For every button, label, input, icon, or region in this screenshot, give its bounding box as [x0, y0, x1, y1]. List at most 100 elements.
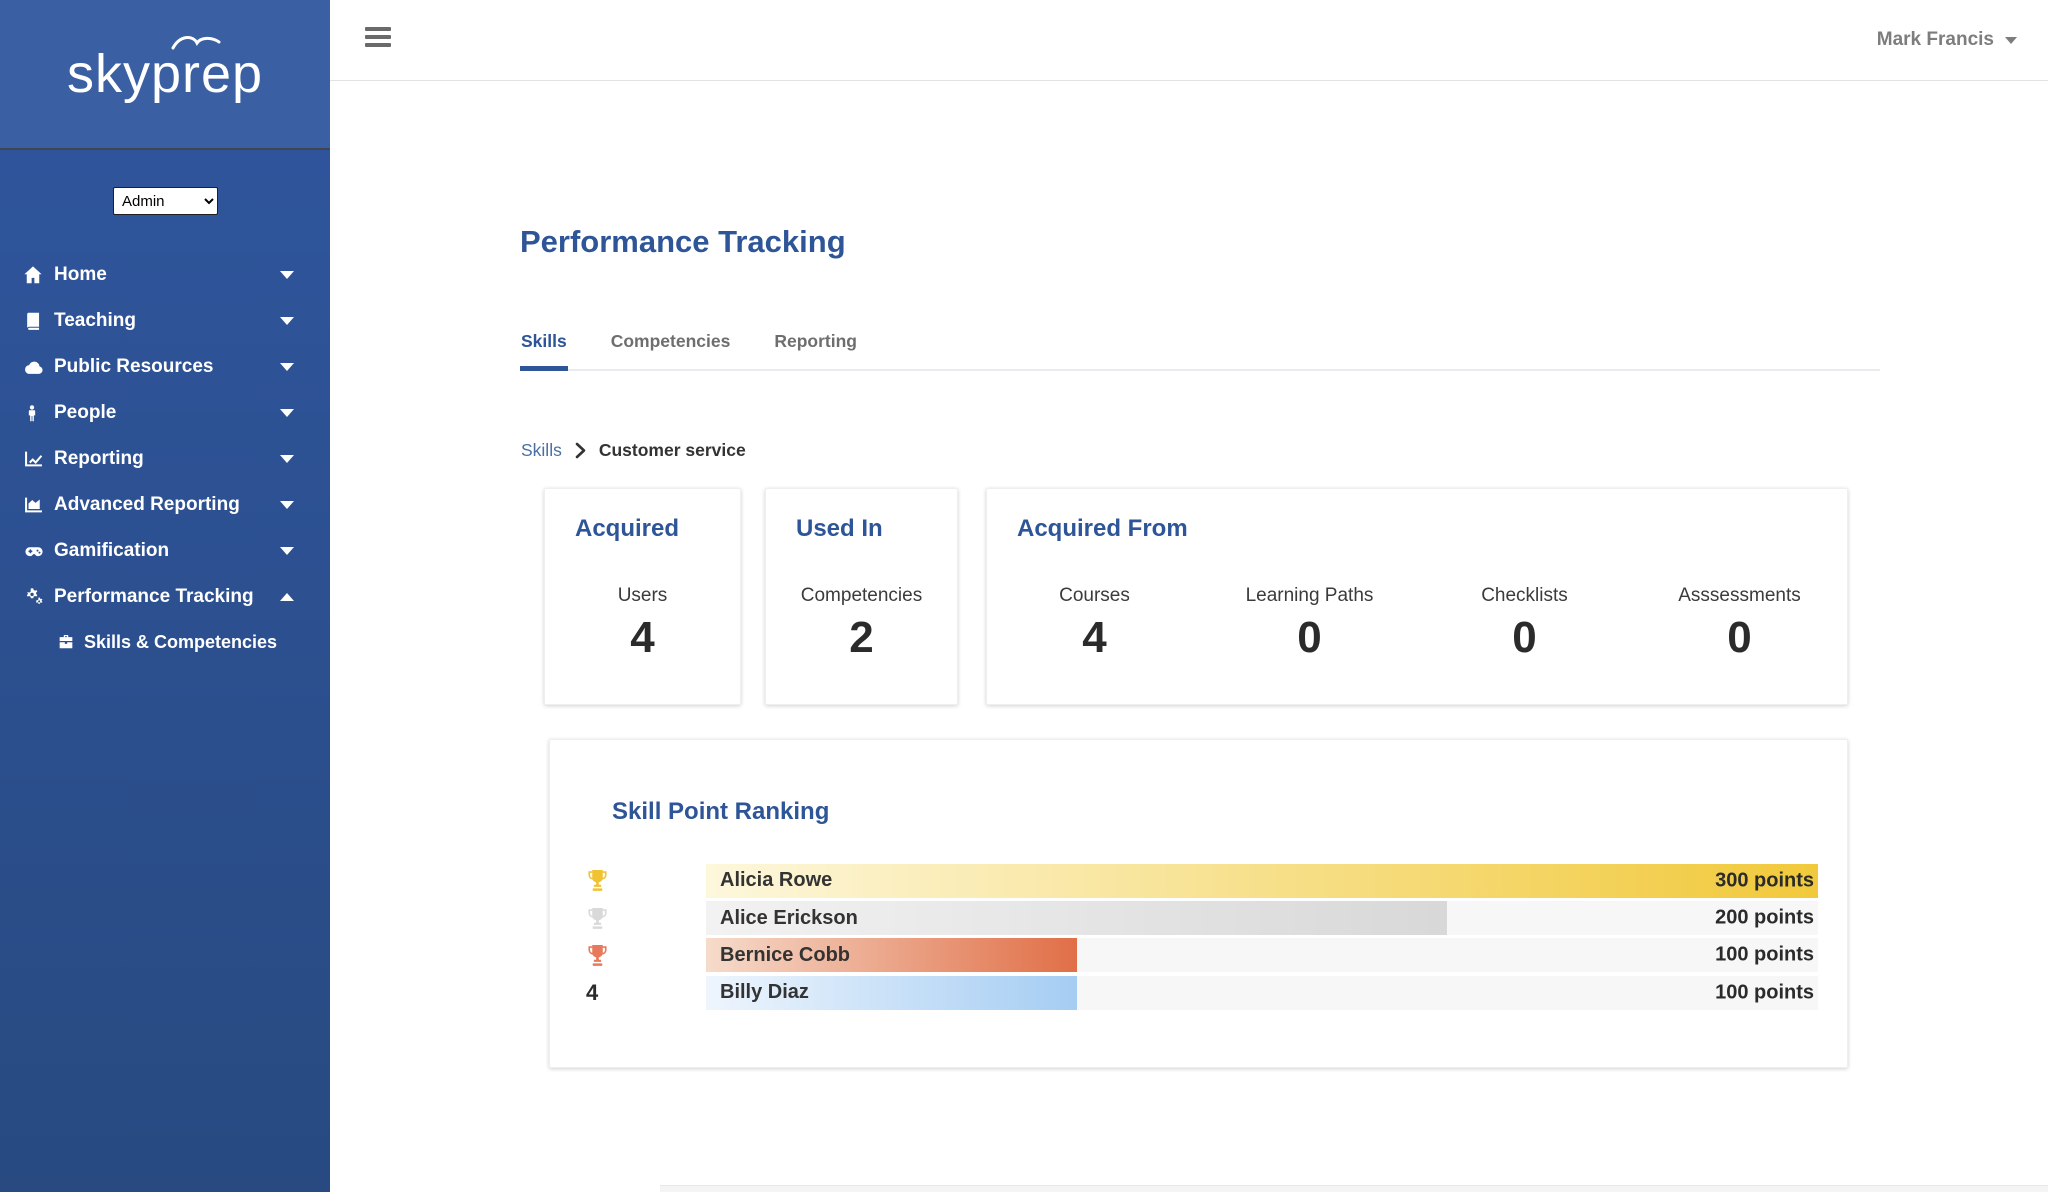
score-bar: [706, 938, 1077, 973]
score-bar: [706, 863, 1818, 898]
metric-label: Asssessments: [1678, 585, 1801, 606]
metric-label: Checklists: [1481, 585, 1568, 606]
person-icon: [22, 403, 54, 424]
ranking-title: Skill Point Ranking: [612, 798, 830, 825]
book-icon: [22, 311, 54, 332]
used-in-competencies-label: Competencies: [800, 585, 923, 606]
user-menu[interactable]: Mark Francis: [1877, 0, 2017, 80]
tab-reporting[interactable]: Reporting: [774, 331, 857, 351]
gamepad-icon: [22, 539, 54, 563]
sidebar-subitem-skills-competencies[interactable]: Skills & Competencies: [0, 620, 330, 664]
sidebar-item-reporting[interactable]: Reporting: [0, 436, 330, 482]
tab-skills[interactable]: Skills: [520, 329, 568, 371]
sidebar-item-teaching[interactable]: Teaching: [0, 298, 330, 344]
rank-cell: [550, 868, 706, 893]
user-name-label: Alicia Rowe: [720, 869, 833, 892]
chevron-right-icon: [575, 442, 586, 459]
chevron-down-icon: [280, 363, 294, 371]
metric-label: Learning Paths: [1245, 585, 1374, 606]
cloud-icon: [22, 356, 54, 379]
sidebar: skyprep Admin Home Teaching Public Resou…: [0, 0, 330, 1192]
sidebar-item-people[interactable]: People: [0, 390, 330, 436]
sidebar-menu: Home Teaching Public Resources People Re…: [0, 252, 330, 664]
breadcrumb: Skills Customer service: [521, 440, 746, 461]
metric-value: 0: [1512, 613, 1537, 662]
used-in-card: Used In Competencies 2: [765, 488, 958, 705]
skyprep-logo: skyprep: [66, 44, 264, 104]
topbar: Mark Francis: [330, 0, 2048, 81]
ranking-row: Alicia Rowe 300 points: [550, 862, 1847, 899]
metric: Courses 4: [987, 585, 1202, 660]
used-in-competencies-value: 2: [849, 613, 874, 662]
metric-label: Courses: [1059, 585, 1130, 606]
metric-value: 0: [1727, 613, 1752, 662]
hamburger-bar: [365, 43, 391, 47]
skill-point-ranking-card: Skill Point Ranking Alicia Rowe 300 poin…: [549, 739, 1848, 1068]
trophy-gold-icon: [586, 868, 609, 893]
bar-track: Billy Diaz 100 points: [706, 975, 1818, 1010]
acquired-from-metrics: Courses 4 Learning Paths 0 Checklists 0 …: [987, 585, 1847, 660]
breadcrumb-skills-link[interactable]: Skills: [521, 440, 562, 460]
rank-cell: [550, 906, 706, 931]
points-label: 100 points: [1715, 981, 1814, 1004]
main-content: Performance Tracking Skills Competencies…: [330, 81, 2048, 1192]
bar-track: Alicia Rowe 300 points: [706, 863, 1818, 898]
footer-strip: [660, 1185, 2048, 1192]
sidebar-item-home[interactable]: Home: [0, 252, 330, 298]
chevron-down-icon: [280, 455, 294, 463]
ranking-row: Alice Erickson 200 points: [550, 899, 1847, 936]
user-name-label: Alice Erickson: [720, 906, 858, 929]
gears-icon: [22, 586, 54, 609]
bird-icon: [171, 36, 221, 50]
acquired-from-card-title: Acquired From: [1017, 515, 1188, 542]
user-name-label: Bernice Cobb: [720, 943, 851, 966]
page-title: Performance Tracking: [520, 223, 846, 259]
line-chart-icon: [22, 448, 54, 471]
metric: Asssessments 0: [1632, 585, 1847, 660]
points-label: 200 points: [1715, 906, 1814, 929]
ranking-row: Bernice Cobb 100 points: [550, 937, 1847, 974]
sidebar-item-advanced-reporting[interactable]: Advanced Reporting: [0, 482, 330, 528]
home-icon: [22, 264, 54, 286]
chevron-down-icon: [280, 317, 294, 325]
hamburger-bar: [365, 27, 391, 31]
briefcase-icon: [56, 632, 84, 652]
points-label: 300 points: [1715, 869, 1814, 892]
trophy-silver-icon: [586, 906, 609, 931]
acquired-from-card: Acquired From Courses 4 Learning Paths 0…: [986, 488, 1848, 705]
user-name-label: Billy Diaz: [720, 981, 809, 1004]
user-name: Mark Francis: [1876, 29, 1994, 50]
sidebar-item-performance-tracking[interactable]: Performance Tracking: [0, 574, 330, 620]
points-label: 100 points: [1715, 943, 1814, 966]
metric: Checklists 0: [1417, 585, 1632, 660]
chevron-down-icon: [280, 547, 294, 555]
chevron-down-icon: [2005, 36, 2017, 44]
tab-bar: Skills Competencies Reporting: [520, 329, 1880, 371]
chevron-down-icon: [280, 501, 294, 509]
logo-block: skyprep: [0, 0, 330, 150]
sidebar-item-gamification[interactable]: Gamification: [0, 528, 330, 574]
ranking-row: 4 Billy Diaz 100 points: [550, 974, 1847, 1011]
chevron-down-icon: [280, 271, 294, 279]
trophy-bronze-icon: [586, 943, 609, 968]
score-bar: [706, 901, 1448, 936]
metric-value: 0: [1297, 613, 1322, 662]
score-bar: [706, 975, 1077, 1010]
metric: Learning Paths 0: [1202, 585, 1417, 660]
chevron-up-icon: [280, 593, 294, 601]
used-in-card-title: Used In: [796, 515, 883, 542]
sidebar-item-public-resources[interactable]: Public Resources: [0, 344, 330, 390]
bar-track: Alice Erickson 200 points: [706, 901, 1818, 936]
breadcrumb-current: Customer service: [598, 440, 746, 460]
acquired-card: Acquired Users 4: [544, 488, 741, 705]
acquired-users-label: Users: [617, 585, 668, 606]
hamburger-menu-icon[interactable]: [365, 27, 391, 51]
tab-competencies[interactable]: Competencies: [610, 331, 731, 351]
rank-cell: 4: [586, 979, 599, 1005]
rank-cell: [550, 943, 706, 968]
role-selector[interactable]: Admin: [113, 187, 218, 215]
metric-value: 4: [1082, 613, 1107, 662]
area-chart-icon: [22, 494, 54, 517]
acquired-card-title: Acquired: [575, 515, 680, 542]
acquired-users-value: 4: [630, 613, 655, 662]
